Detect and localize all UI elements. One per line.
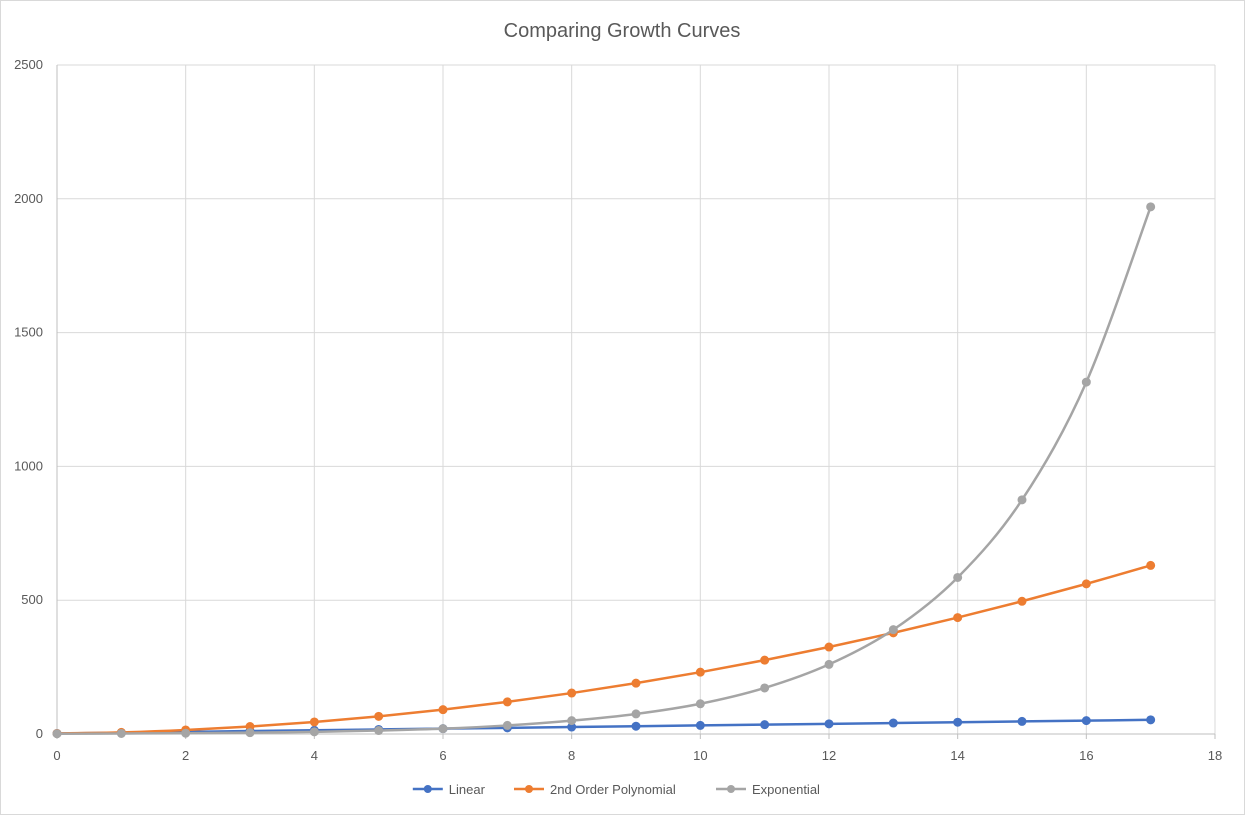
x-tick-label: 2 <box>182 748 189 763</box>
data-point <box>953 613 963 623</box>
y-tick-label: 0 <box>36 726 43 741</box>
data-point <box>631 721 641 731</box>
series-2 <box>52 202 1156 739</box>
series-line <box>55 564 1152 735</box>
data-point <box>1081 377 1091 387</box>
legend-swatch-marker <box>423 785 432 793</box>
data-point <box>52 729 62 739</box>
legend-label: Linear <box>449 782 486 797</box>
x-tick-label: 4 <box>311 748 318 763</box>
data-point <box>1017 716 1027 726</box>
data-point <box>567 688 577 698</box>
data-point <box>1017 495 1027 505</box>
data-point <box>1146 560 1156 570</box>
data-point <box>309 727 319 737</box>
data-point <box>824 719 834 729</box>
data-point <box>760 720 770 730</box>
data-point <box>695 699 705 709</box>
x-tick-label: 10 <box>693 748 707 763</box>
grid-layer <box>57 64 1216 734</box>
data-point <box>116 728 126 738</box>
legend-label: 2nd Order Polynomial <box>550 782 676 797</box>
x-tick-label: 18 <box>1208 748 1222 763</box>
data-point <box>309 717 319 727</box>
legend-swatch-marker <box>525 785 533 793</box>
legend-item: 2nd Order Polynomial <box>514 782 676 797</box>
data-point <box>1146 202 1156 212</box>
data-point <box>1081 579 1091 589</box>
legend-swatch-marker <box>727 785 735 793</box>
series-line <box>55 205 1152 735</box>
x-tick-label: 8 <box>568 748 575 763</box>
data-point <box>374 711 384 721</box>
data-point <box>245 728 255 738</box>
data-point <box>631 709 641 719</box>
data-point <box>953 717 963 727</box>
series-layer <box>52 202 1156 739</box>
data-point <box>1146 715 1156 725</box>
legend-label: Exponential <box>752 782 820 797</box>
data-point <box>502 720 512 730</box>
y-tick-label: 500 <box>21 592 43 607</box>
x-tick-label: 0 <box>53 748 60 763</box>
legend-item: Linear <box>412 782 486 797</box>
chart-title: Comparing Growth Curves <box>504 20 741 42</box>
y-tick-label: 2000 <box>14 191 43 206</box>
legend-item: Exponential <box>716 782 820 797</box>
data-point <box>502 697 512 707</box>
x-tick-label: 6 <box>439 748 446 763</box>
data-point <box>760 655 770 665</box>
data-point <box>374 726 384 736</box>
data-point <box>695 720 705 730</box>
data-point <box>1017 596 1027 606</box>
legend: Linear 2nd Order Polynomial Exponential <box>412 782 820 797</box>
data-point <box>181 728 191 738</box>
data-point <box>824 642 834 652</box>
x-tick-label: 16 <box>1079 748 1093 763</box>
series-line <box>55 718 1152 735</box>
series-1 <box>52 560 1156 738</box>
data-point <box>695 667 705 677</box>
data-point <box>631 678 641 688</box>
x-tick-label: 12 <box>822 748 836 763</box>
data-point <box>888 625 898 635</box>
axis-layer: 0 500 1000 1500 2000 2500 0 2 4 6 8 10 12 14 16 18 <box>14 57 1222 763</box>
data-point <box>1081 716 1091 726</box>
data-point <box>953 572 963 582</box>
y-tick-label: 1000 <box>14 458 43 473</box>
data-point <box>760 683 770 693</box>
x-tick-label: 14 <box>950 748 964 763</box>
data-point <box>438 705 448 715</box>
data-point <box>567 716 577 726</box>
data-point <box>438 724 448 734</box>
data-point <box>824 659 834 669</box>
y-tick-label: 2500 <box>14 57 43 72</box>
data-point <box>888 718 898 728</box>
y-tick-label: 1500 <box>14 325 43 340</box>
